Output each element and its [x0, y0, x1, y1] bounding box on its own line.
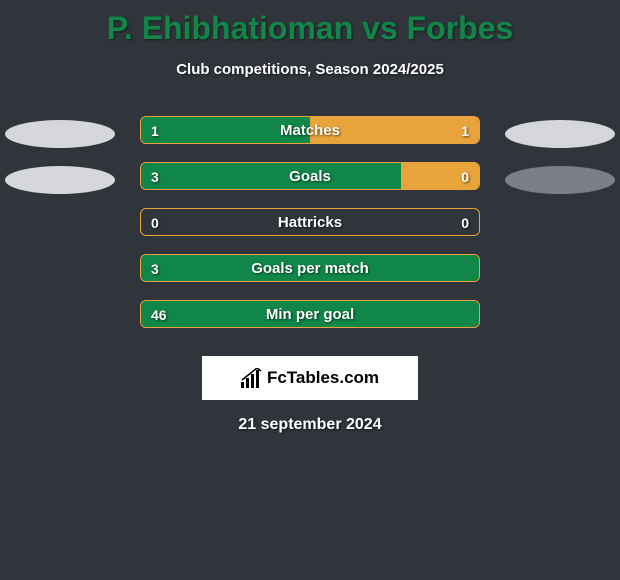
stat-row-hattricks: 0 Hattricks 0	[0, 208, 620, 254]
bar-track: 3 Goals per match	[140, 254, 480, 282]
stat-label: Goals per match	[141, 255, 479, 282]
value-right: 0	[461, 163, 469, 190]
logo-text: FcTables.com	[267, 368, 379, 388]
value-right: 0	[461, 209, 469, 236]
stat-label: Matches	[141, 117, 479, 144]
stat-label: Min per goal	[141, 301, 479, 328]
ellipse-right	[505, 120, 615, 148]
stat-label: Goals	[141, 163, 479, 190]
chart-icon	[241, 368, 263, 388]
stat-row-goals-per-match: 3 Goals per match	[0, 254, 620, 300]
bar-track: 3 Goals 0	[140, 162, 480, 190]
page-title: P. Ehibhatioman vs Forbes	[0, 0, 620, 47]
ellipse-left	[5, 166, 115, 194]
bar-track: 0 Hattricks 0	[140, 208, 480, 236]
page-subtitle: Club competitions, Season 2024/2025	[0, 61, 620, 78]
ellipse-right	[505, 166, 615, 194]
date-text: 21 september 2024	[0, 416, 620, 434]
fctables-logo[interactable]: FcTables.com	[202, 356, 418, 400]
stat-row-matches: 1 Matches 1	[0, 116, 620, 162]
bar-track: 46 Min per goal	[140, 300, 480, 328]
stats-container: 1 Matches 1 3 Goals 0 0 Hattricks 0 3	[0, 116, 620, 346]
stat-row-min-per-goal: 46 Min per goal	[0, 300, 620, 346]
stat-label: Hattricks	[141, 209, 479, 236]
bar-track: 1 Matches 1	[140, 116, 480, 144]
stat-row-goals: 3 Goals 0	[0, 162, 620, 208]
value-right: 1	[461, 117, 469, 144]
ellipse-left	[5, 120, 115, 148]
